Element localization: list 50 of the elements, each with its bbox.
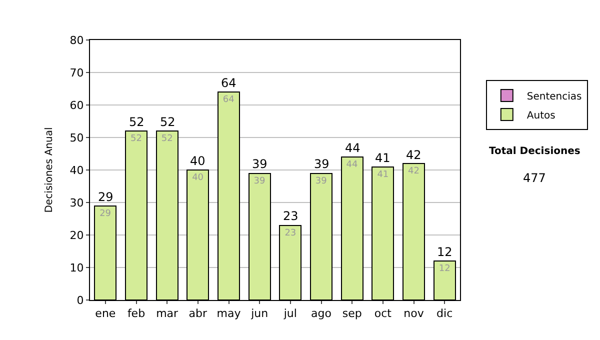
x-tick-label: jun bbox=[250, 307, 268, 320]
total-label: 52 bbox=[160, 115, 176, 129]
data-label: 41 bbox=[377, 170, 389, 180]
x-tick-label: sep bbox=[342, 307, 362, 320]
total-label: 64 bbox=[221, 76, 236, 90]
x-tick-label: nov bbox=[404, 307, 424, 320]
data-label: 64 bbox=[222, 95, 235, 105]
y-axis-title: Decisiones Anual bbox=[44, 127, 55, 213]
y-tick-label: 40 bbox=[70, 164, 84, 177]
y-tick-label: 70 bbox=[70, 66, 84, 80]
x-tick-label: feb bbox=[127, 307, 146, 320]
x-tick-label: may bbox=[216, 307, 242, 320]
total-label: 29 bbox=[98, 190, 114, 204]
data-label: 39 bbox=[315, 176, 328, 186]
text: 477 bbox=[523, 171, 546, 185]
data-label: 39 bbox=[254, 176, 266, 186]
x-tick-label: jul bbox=[282, 307, 297, 320]
data-label: 44 bbox=[346, 160, 358, 170]
data-label: 29 bbox=[100, 208, 112, 219]
x-tick-label: dic bbox=[436, 307, 453, 320]
y-tick-label: 10 bbox=[70, 261, 84, 274]
total-label: 39 bbox=[314, 157, 330, 171]
y-tick-label: 60 bbox=[70, 98, 84, 112]
total-label: 12 bbox=[437, 245, 452, 259]
x-tick-label: ene bbox=[95, 307, 116, 320]
data-label: 12 bbox=[438, 264, 450, 274]
x-tick-label: oct bbox=[374, 307, 392, 320]
data-label: 52 bbox=[161, 134, 173, 144]
x-tick-label: abr bbox=[188, 307, 208, 320]
y-tick-label: 20 bbox=[70, 228, 84, 242]
legend-label: Autos bbox=[526, 110, 556, 122]
x-tick-label: ago bbox=[311, 307, 332, 320]
y-tick-label: 0 bbox=[76, 294, 84, 307]
total-label: 52 bbox=[129, 115, 144, 129]
y-tick-label: 80 bbox=[70, 34, 84, 47]
y-tick-label: 50 bbox=[70, 131, 84, 144]
data-label: 23 bbox=[284, 228, 296, 238]
legend-label: Sentencias bbox=[526, 91, 582, 102]
data-label: 52 bbox=[130, 134, 142, 144]
total-label: 42 bbox=[406, 148, 422, 162]
total-label: 23 bbox=[283, 209, 298, 223]
text: Total Decisiones bbox=[489, 146, 580, 157]
total-label: 40 bbox=[190, 154, 206, 168]
data-label: 42 bbox=[408, 166, 420, 176]
data-label: 40 bbox=[192, 173, 204, 183]
total-label: 44 bbox=[345, 141, 360, 155]
total-label: 41 bbox=[375, 151, 390, 165]
y-tick-label: 30 bbox=[70, 196, 84, 210]
total-label: 39 bbox=[252, 157, 268, 171]
x-tick-label: mar bbox=[156, 307, 179, 320]
